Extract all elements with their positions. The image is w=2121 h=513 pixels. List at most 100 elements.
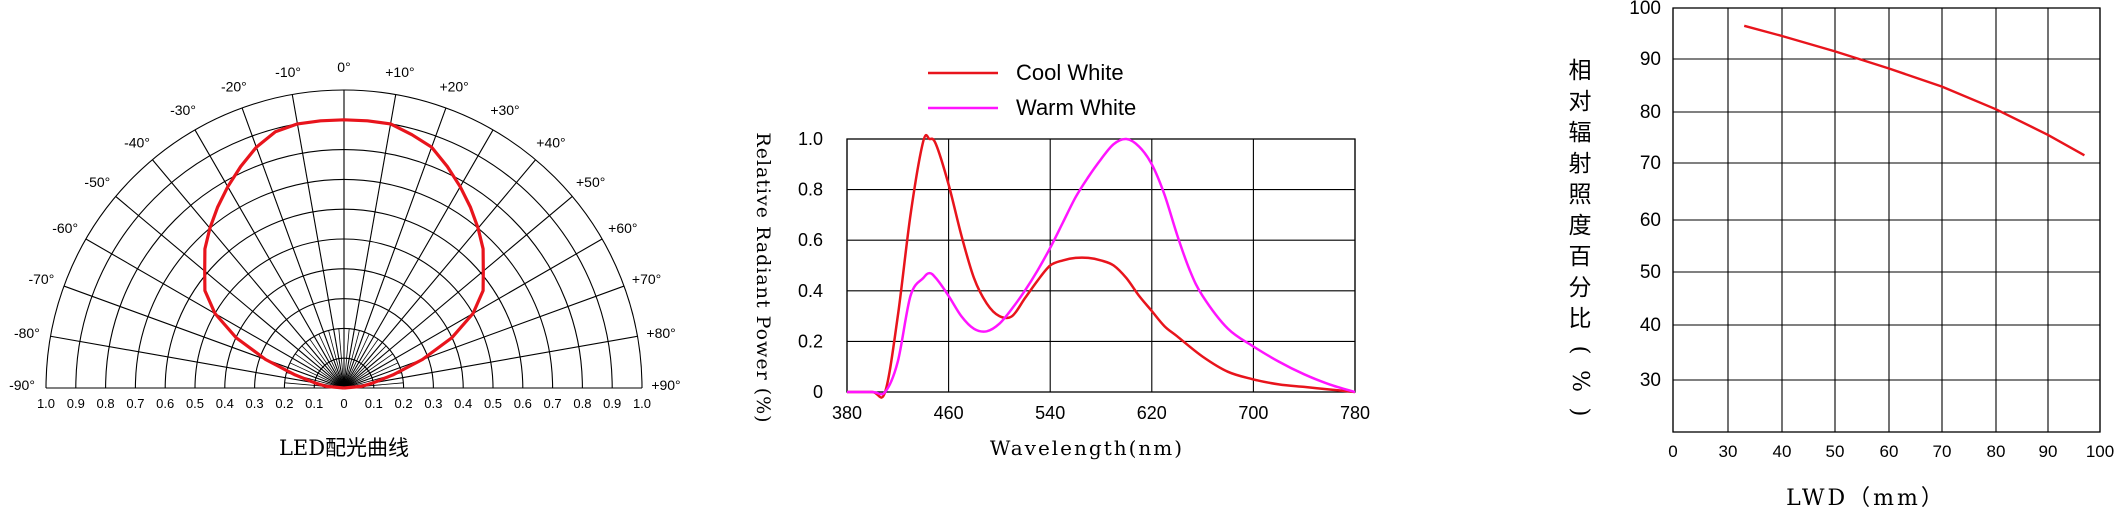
polar-chart-title: LED配光曲线 [279, 436, 409, 460]
polar-grid-spoke [343, 335, 638, 389]
spectrum-y-tick-label: 0.4 [798, 281, 823, 301]
polar-grid-spoke [50, 335, 345, 389]
polar-angle-label: +80° [646, 325, 675, 341]
polar-radial-tick-label: 0.4 [216, 396, 234, 411]
polar-radial-tick-label: 1.0 [633, 396, 651, 411]
polar-grid-spoke [343, 129, 494, 389]
lwd-x-tick-label: 100 [2086, 442, 2114, 461]
polar-grid-spoke [343, 94, 397, 389]
spectral-power-chart: 380 460 540 620 700 780 0 0.2 0.4 0.6 0.8 1.0 Cool… [752, 60, 1370, 460]
lwd-x-tick-labels: 0 30 40 50 60 70 80 90 100 [1668, 442, 2114, 461]
polar-radial-tick-label: 0.1 [365, 396, 383, 411]
polar-angle-label: +70° [632, 271, 661, 287]
spectrum-series [847, 133, 1356, 399]
polar-radial-tick-label: 0.7 [544, 396, 562, 411]
polar-angle-label: +40° [536, 134, 565, 150]
spectrum-y-tick-label: 1.0 [798, 129, 823, 149]
lwd-grid [1672, 7, 2101, 433]
lwd-x-tick-label: 0 [1668, 442, 1677, 461]
spectrum-y-tick-label: 0.8 [798, 180, 823, 200]
polar-grid-minor-spoke [338, 328, 345, 389]
polar-angle-label: -80° [14, 325, 40, 341]
lwd-y-tick-label: 90 [1640, 49, 1661, 70]
spectrum-x-tick-label: 540 [1035, 403, 1065, 423]
polar-radial-tick-label: 0.8 [97, 396, 115, 411]
polar-angle-label: +20° [439, 78, 468, 94]
lwd-y-tick-label: 80 [1640, 102, 1661, 123]
polar-radial-tick-label: 0.5 [186, 396, 204, 411]
lwd-y-axis-label-char: 射 [1569, 151, 1592, 177]
polar-radial-tick-label: 0.1 [305, 396, 323, 411]
polar-grid-minor-spoke [343, 328, 350, 389]
spectrum-y-axis-label: Relative Radiant Power (%) [752, 132, 774, 423]
polar-radial-tick-label: 0.2 [275, 396, 293, 411]
polar-grid-spoke [241, 107, 345, 389]
polar-grid-spoke [63, 285, 345, 389]
spectrum-x-axis-label: Wavelength(nm) [990, 436, 1184, 460]
polar-radial-tick-label: 0.9 [67, 396, 85, 411]
polar-radial-tick-label: 0.7 [126, 396, 144, 411]
spectrum-x-tick-label: 380 [832, 403, 862, 423]
polar-angle-label: -70° [28, 271, 54, 287]
polar-grid [45, 89, 643, 389]
lwd-x-tick-label: 40 [1773, 442, 1792, 461]
lwd-y-tick-label: 40 [1640, 315, 1661, 336]
polar-light-distribution-chart: -90° -80° -70° -60° -50° -40° -30° -20° -10° 0° +1… [9, 59, 681, 460]
spectrum-series-line [847, 137, 1356, 396]
lwd-y-tick-label: 70 [1640, 153, 1661, 174]
lwd-x-axis-label: LWD（mm） [1786, 486, 1946, 511]
polar-grid-minor-spoke [343, 333, 370, 389]
spectrum-x-tick-labels: 380 460 540 620 700 780 [832, 403, 1370, 423]
lwd-series-line [1743, 24, 2085, 157]
polar-grid-minor-spoke [343, 362, 399, 389]
lwd-y-axis-label-char: 照 [1569, 182, 1592, 208]
polar-angle-label: 0° [337, 59, 350, 75]
polar-radial-tick-label: 0 [340, 396, 347, 411]
polar-radial-tick-label: 0.3 [246, 396, 264, 411]
polar-grid-minor-spoke [343, 338, 379, 389]
polar-grid-minor-spoke [289, 362, 345, 389]
spectrum-x-tick-label: 620 [1137, 403, 1167, 423]
polar-angle-label: -20° [221, 78, 247, 94]
legend-label-cool-white: Cool White [1016, 60, 1124, 85]
lwd-y-axis-label-char: % [1567, 370, 1593, 392]
polar-radial-tick-label: 0.3 [424, 396, 442, 411]
polar-grid-minor-spoke [309, 338, 345, 389]
lwd-y-tick-label: 30 [1640, 370, 1661, 391]
polar-grid-minor-spoke [301, 345, 345, 389]
polar-radial-tick-label: 0.9 [603, 396, 621, 411]
spectrum-legend: Cool White Warm White [928, 60, 1136, 120]
spectrum-x-tick-label: 780 [1340, 403, 1370, 423]
polar-radial-tick-label: 0.5 [484, 396, 502, 411]
lwd-y-axis-label-char: ( [1567, 346, 1593, 355]
polar-grid-spoke [291, 94, 345, 389]
spectrum-y-tick-label: 0.6 [798, 230, 823, 250]
lwd-x-tick-label: 30 [1719, 442, 1738, 461]
polar-radial-tick-label: 0.4 [454, 396, 472, 411]
spectrum-y-tick-label: 0.2 [798, 331, 823, 351]
lwd-y-axis-label-char: 相 [1569, 58, 1592, 84]
lwd-series [1743, 24, 2085, 157]
lwd-x-tick-label: 60 [1880, 442, 1899, 461]
legend-label-warm-white: Warm White [1016, 95, 1136, 120]
lwd-y-axis-label-char: 对 [1569, 89, 1592, 115]
polar-series-line [203, 118, 485, 390]
polar-angle-label: +10° [385, 64, 414, 80]
lwd-y-tick-label: 50 [1640, 262, 1661, 283]
polar-grid-spoke [152, 159, 345, 389]
lwd-y-tick-label: 60 [1640, 210, 1661, 231]
lwd-y-axis-label-char: 分 [1569, 275, 1592, 301]
polar-angle-label: -50° [84, 174, 110, 190]
polar-grid-minor-spoke [343, 345, 387, 389]
lwd-y-axis-label-char: 度 [1569, 213, 1592, 239]
polar-grid-minor-spoke [343, 353, 394, 389]
lwd-x-tick-label: 80 [1987, 442, 2006, 461]
polar-angle-label: -60° [52, 220, 78, 236]
polar-series [203, 118, 485, 390]
spectrum-plot-frame [846, 138, 1356, 393]
polar-radial-tick-label: 0.8 [573, 396, 591, 411]
lwd-x-tick-label: 90 [2039, 442, 2058, 461]
polar-grid-minor-spoke [318, 333, 345, 389]
